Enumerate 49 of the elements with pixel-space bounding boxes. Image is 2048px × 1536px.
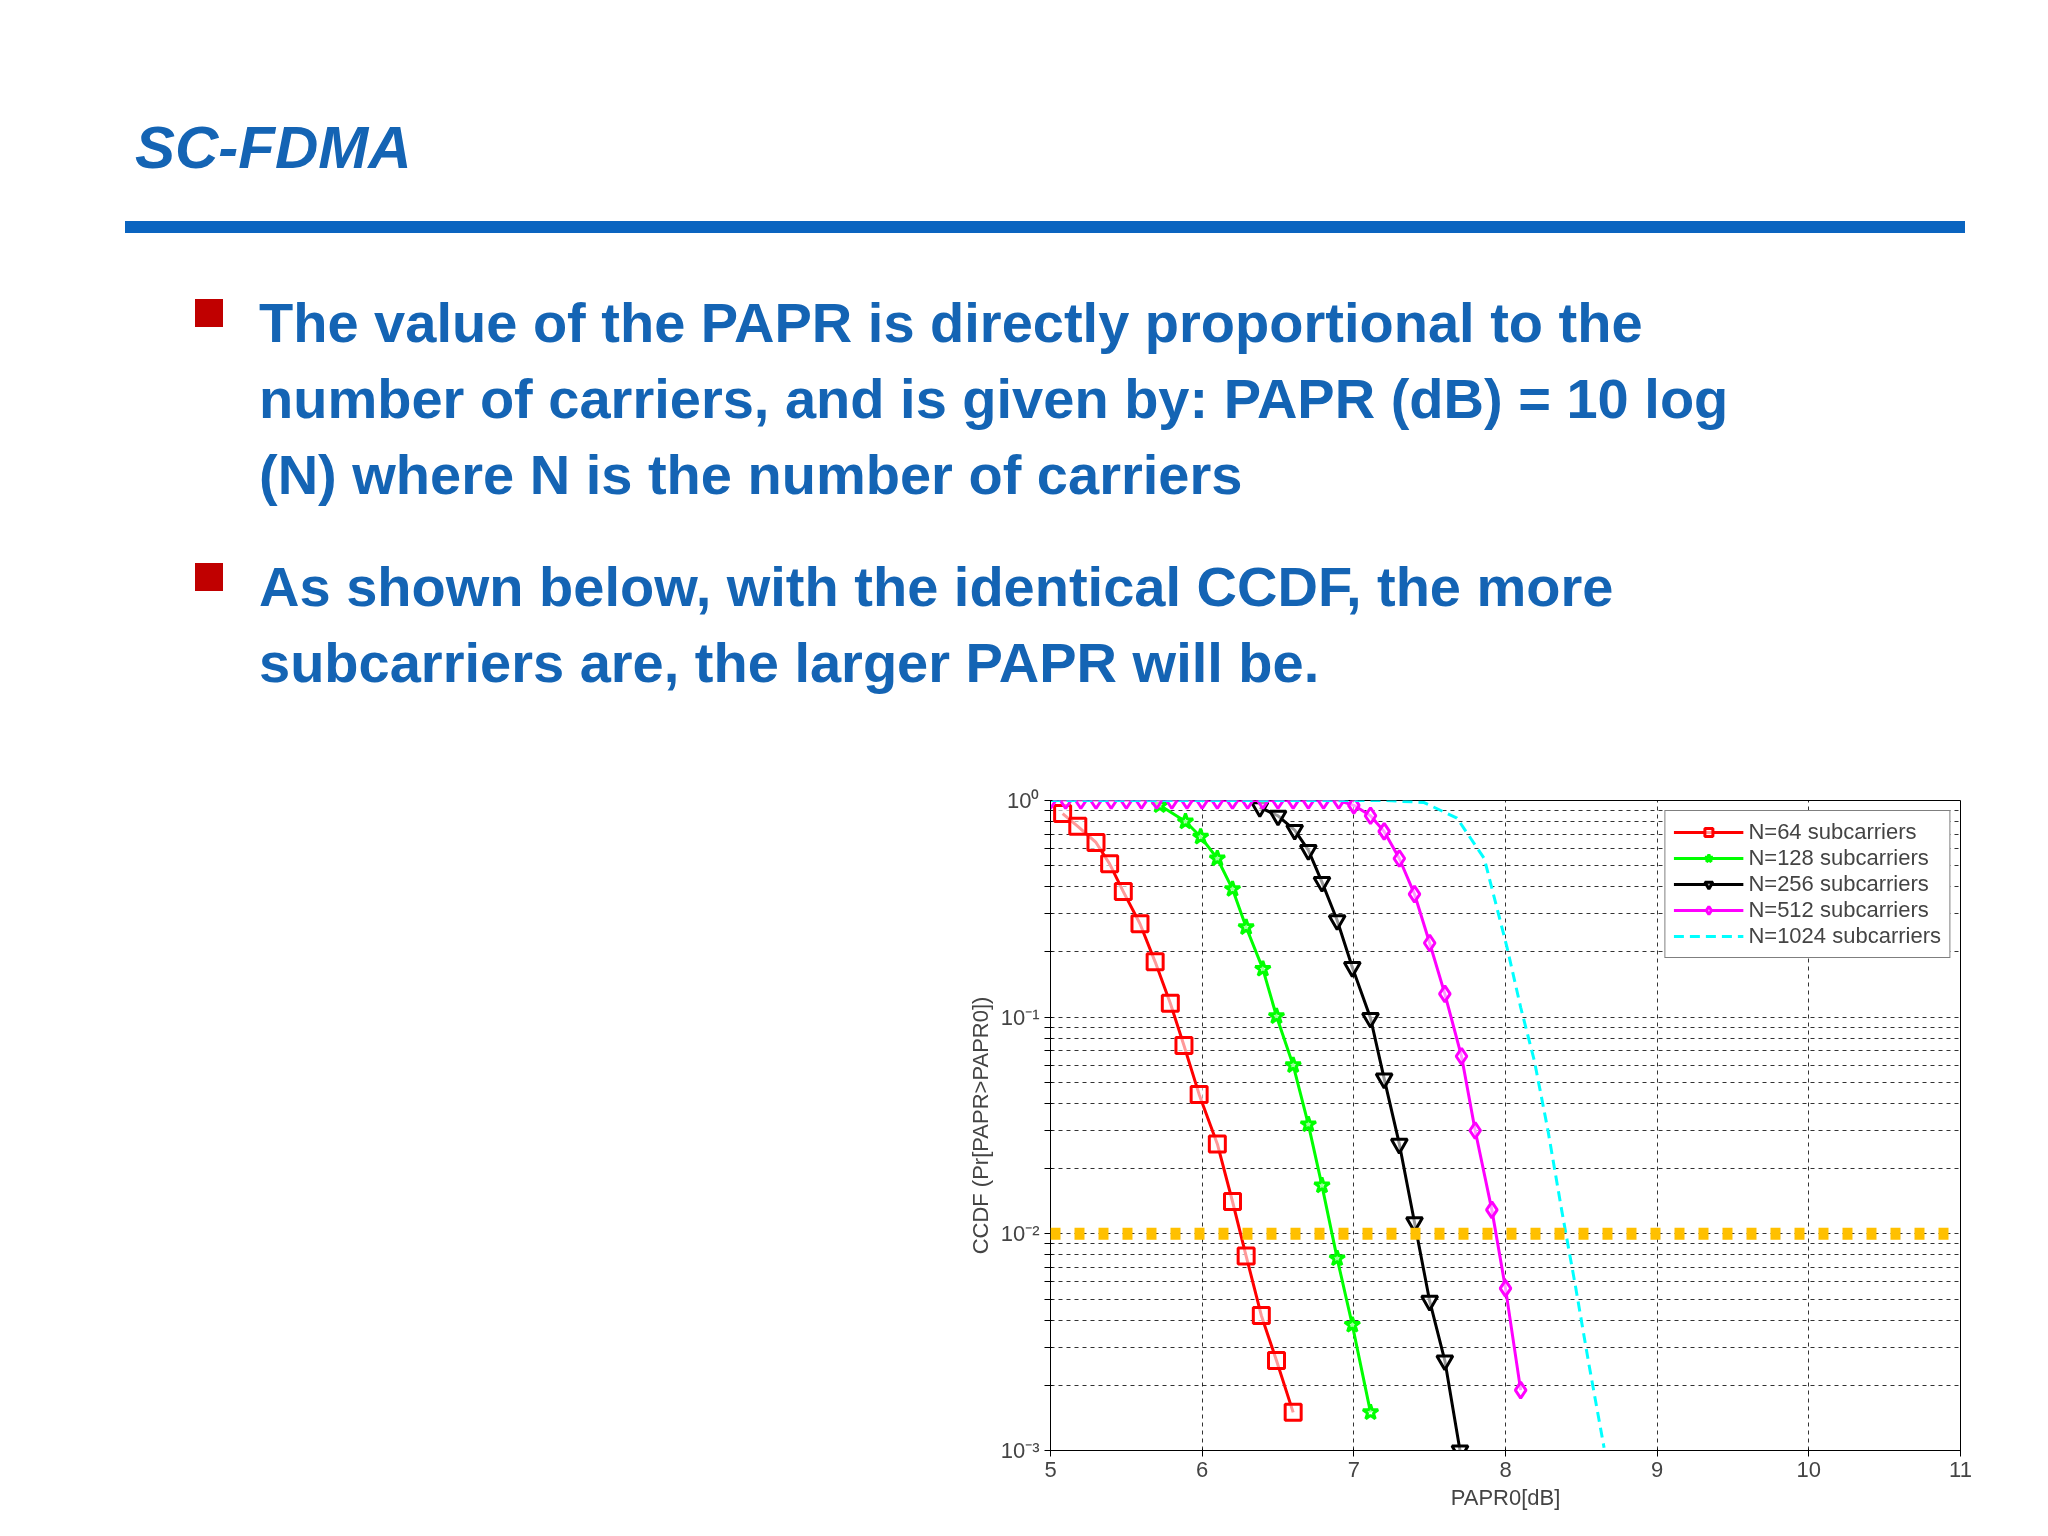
point: [1251, 1305, 1271, 1325]
y-tick-label: 10⁻¹: [1000, 1004, 1040, 1030]
text: SC-FDMA: [134, 113, 413, 183]
point: [1374, 1072, 1394, 1090]
point: [1342, 961, 1362, 978]
text: As shown below, with the identical CCDF, the more subcarriers are, the larger PAPR will be.: [259, 554, 1615, 696]
point: [1298, 844, 1318, 861]
point: [1189, 1084, 1209, 1104]
point: [1343, 1315, 1362, 1333]
point: [1498, 1278, 1513, 1298]
point: [1285, 823, 1305, 841]
text: The value of the PAPR is directly proportional to the number of carriers, and is given by: PAPR (dB) = 10 log (N) where N is the number of carriers: [259, 290, 1730, 508]
x-tick-label: 6: [1196, 1456, 1209, 1482]
y-tick-label: 10⁻²: [1000, 1221, 1040, 1247]
point: [1207, 1134, 1227, 1154]
x-tick-label: 8: [1499, 1456, 1512, 1482]
point: [1389, 1137, 1409, 1155]
point: [1268, 809, 1288, 827]
x-tick-label: 9: [1651, 1456, 1664, 1482]
y-tick-label: 10⁻³: [1000, 1438, 1040, 1463]
point: [1347, 800, 1361, 815]
x-axis-title: PAPR0[dB]: [1450, 1484, 1561, 1510]
x-tick-label: 11: [1949, 1456, 1972, 1482]
x-tick-label: 7: [1347, 1456, 1360, 1482]
point: [1266, 1351, 1286, 1371]
legend-label: N=1024 subcarriers: [1748, 923, 1941, 949]
point: [1283, 1402, 1303, 1422]
point: [1361, 1402, 1380, 1421]
legend-label: N=128 subcarriers: [1748, 845, 1929, 871]
point: [1236, 1246, 1256, 1266]
point: [1223, 1192, 1242, 1211]
y-tick-label: 10⁰: [1007, 788, 1040, 813]
y-axis-title: CCDF (Pr[PAPR>PAPR0]): [967, 996, 993, 1255]
x-tick-label: 10: [1796, 1456, 1822, 1482]
point: [1174, 1036, 1194, 1055]
point: [1468, 1120, 1482, 1140]
point: [1312, 1176, 1332, 1194]
point: [1328, 1248, 1347, 1267]
legend-label: N=64 subcarriers: [1748, 819, 1917, 845]
point: [1312, 876, 1332, 893]
point: [1299, 1114, 1318, 1133]
x-tick-label: 5: [1044, 1456, 1057, 1482]
point: [1361, 1011, 1381, 1029]
point: [1513, 1380, 1528, 1400]
point: [1454, 1046, 1469, 1066]
point: [1485, 1200, 1499, 1220]
legend-label: N=256 subcarriers: [1748, 871, 1929, 897]
point: [1327, 914, 1347, 932]
legend-label: N=512 subcarriers: [1748, 897, 1929, 923]
